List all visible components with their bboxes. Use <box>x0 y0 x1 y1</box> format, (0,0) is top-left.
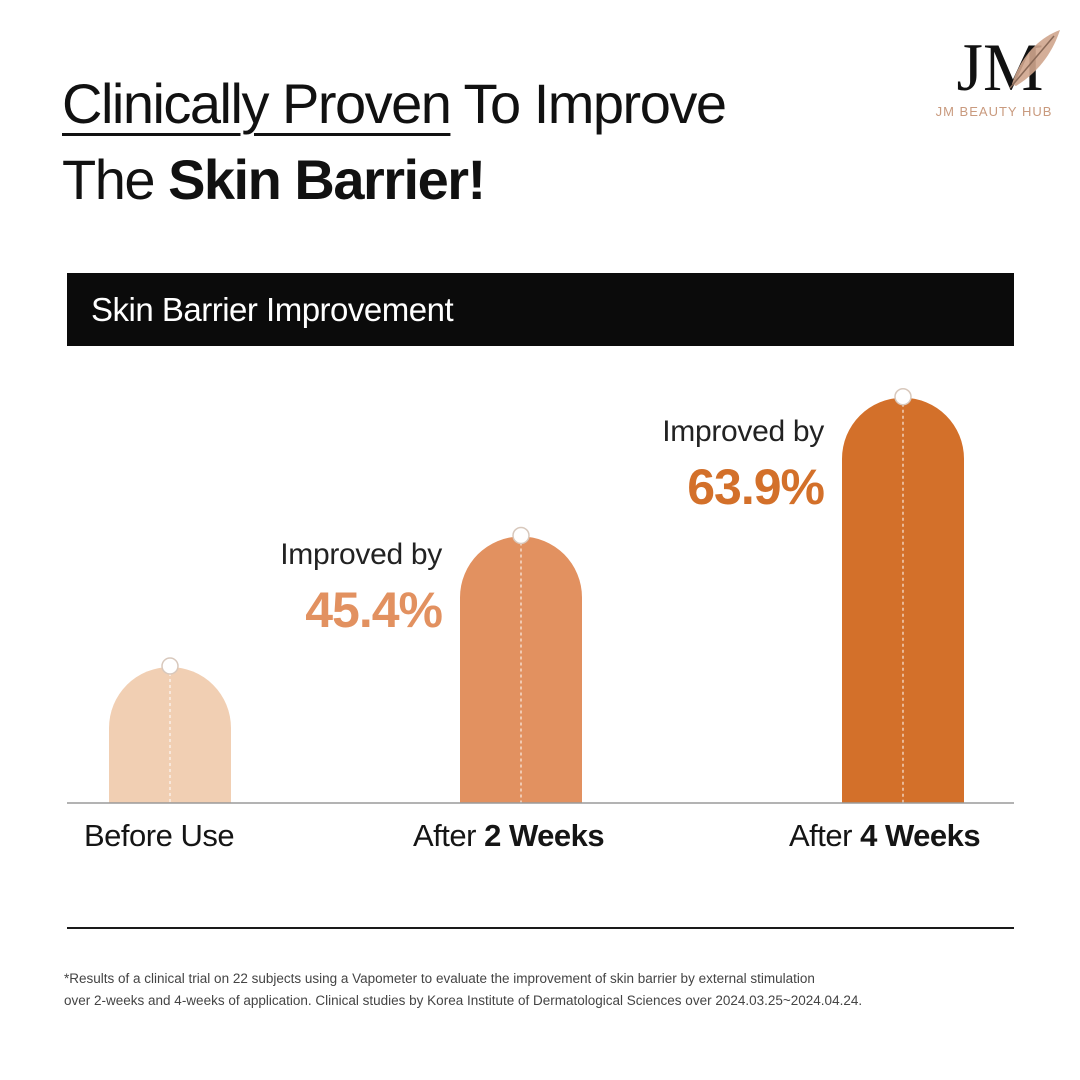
annotation-after-4-weeks: Improved by 63.9% <box>626 414 825 516</box>
chart-title: Skin Barrier Improvement <box>91 291 454 328</box>
annotation-after-2-weeks: Improved by 45.4% <box>246 537 443 639</box>
feather-stem-icon <box>1009 35 1055 89</box>
headline-text-2: The <box>62 148 169 211</box>
annotation-value: 45.4% <box>305 582 443 638</box>
bar-top-marker-after-2-weeks <box>512 526 530 545</box>
headline-underlined-text: Clinically Proven <box>62 72 452 135</box>
annotation-value: 63.9% <box>687 459 825 515</box>
brand-name: JM BEAUTY HUB <box>935 104 1053 119</box>
bottom-divider <box>67 927 1014 929</box>
annotation-text: Improved by <box>280 538 442 571</box>
category-label-after-4-weeks: After 4 Weeks <box>789 818 981 853</box>
headline-bold-text: Skin Barrier! <box>168 148 486 211</box>
category-label-before-use: Before Use <box>84 818 235 853</box>
headline: Clinically Proven To Improve The Skin Ba… <box>62 66 942 218</box>
bar-top-marker-after-4-weeks <box>894 387 912 406</box>
bar-after-4-weeks <box>842 397 964 803</box>
footnote: *Results of a clinical trial on 22 subje… <box>64 968 1024 1012</box>
annotation-text: Improved by <box>662 415 824 448</box>
footnote-line-2: over 2-weeks and 4-weeks of application.… <box>64 993 863 1008</box>
footnote-line-1: *Results of a clinical trial on 22 subje… <box>64 971 815 986</box>
chart-title-banner: Skin Barrier Improvement <box>67 273 1014 346</box>
brand-logo: JM <box>957 29 1060 105</box>
headline-text-1: To Improve <box>450 72 727 135</box>
category-label-after-2-weeks: After 2 Weeks <box>413 818 605 853</box>
bar-top-marker-before-use <box>161 657 179 675</box>
